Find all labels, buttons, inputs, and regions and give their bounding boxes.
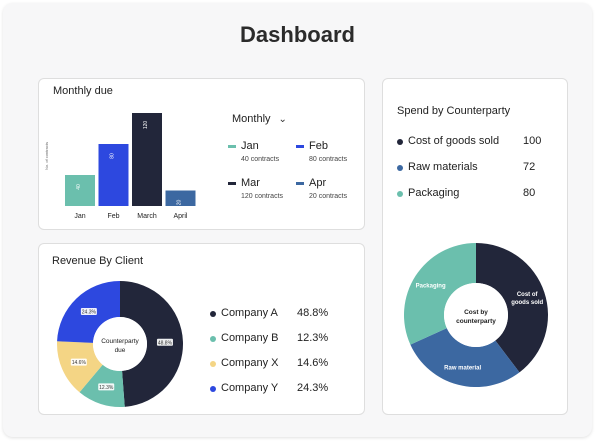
x-tick-label: March <box>137 213 157 220</box>
revenue-by-client-title: Revenue By Client <box>52 255 144 267</box>
legend-swatch <box>296 182 304 185</box>
slice-name-label: Cost of <box>517 292 539 298</box>
x-tick-label: Jan <box>74 213 85 220</box>
monthly-due-title: Monthly due <box>53 85 113 97</box>
client-name: Company A <box>221 307 278 319</box>
bar-value-label: 20 <box>177 200 183 206</box>
legend-swatch <box>228 145 236 148</box>
bar-value-label: 80 <box>110 153 116 159</box>
client-pct: 48.8% <box>297 307 329 319</box>
spend-name: Raw materials <box>408 161 478 173</box>
bar <box>165 190 196 206</box>
slice-name-label: goods sold <box>511 300 543 306</box>
donut-slice <box>476 243 549 373</box>
donut-slice <box>57 341 103 393</box>
legend-swatch <box>296 145 304 148</box>
legend-sublabel: 120 contracts <box>241 193 284 200</box>
slice-label-bg <box>156 338 173 346</box>
legend-dot <box>210 336 216 342</box>
client-pct: 24.3% <box>297 382 329 394</box>
donut-center <box>444 283 508 347</box>
legend-swatch <box>228 182 236 185</box>
bar <box>132 113 162 206</box>
legend-dot <box>210 361 216 367</box>
donut-center <box>93 317 147 371</box>
x-tick-label: Feb <box>107 213 119 220</box>
donut-center-label: due <box>115 347 126 354</box>
donut-center-label: counterparty <box>456 318 496 325</box>
slice-label-bg <box>98 383 115 391</box>
legend-label: Feb <box>309 140 328 152</box>
client-name: Company X <box>221 357 279 369</box>
slice-label-bg <box>80 307 97 315</box>
legend-sublabel: 80 contracts <box>309 156 348 163</box>
bar <box>65 175 95 206</box>
legend-label: Apr <box>309 177 327 189</box>
donut-center-label: Counterparty <box>101 338 139 345</box>
x-tick-label: April <box>173 213 187 220</box>
client-name: Company Y <box>221 382 279 394</box>
client-name: Company B <box>221 332 279 344</box>
period-dropdown[interactable]: Monthly ⌄ <box>232 113 287 125</box>
client-pct: 12.3% <box>297 332 329 344</box>
chevron-down-icon: ⌄ <box>278 114 287 125</box>
slice-label-bg <box>70 358 87 366</box>
spend-value: 72 <box>523 161 536 173</box>
spend-value: 80 <box>523 187 536 199</box>
period-dropdown-label: Monthly <box>232 113 271 125</box>
legend-label: Mar <box>241 177 260 189</box>
spend-name: Packaging <box>408 187 460 199</box>
slice-name-label: Raw material <box>444 365 481 371</box>
legend-dot <box>397 191 403 197</box>
slice-pct-label: 24.3% <box>82 309 97 315</box>
slice-name-label: Packaging <box>416 284 446 290</box>
spend-name: Cost of goods sold <box>408 135 500 147</box>
bar <box>98 144 129 206</box>
spend-by-counterparty-title: Spend by Counterparty <box>397 105 511 117</box>
page-title: Dashboard <box>240 22 355 47</box>
slice-pct-label: 48.8% <box>158 340 173 346</box>
client-pct: 14.6% <box>297 357 329 369</box>
legend-dot <box>397 165 403 171</box>
legend-dot <box>210 311 216 317</box>
legend-dot <box>210 386 216 392</box>
slice-pct-label: 14.6% <box>72 360 87 366</box>
bar-value-label: 40 <box>76 184 82 190</box>
donut-slice <box>404 243 476 345</box>
slice-pct-label: 12.3% <box>99 385 114 391</box>
bar-value-label: 120 <box>143 121 149 130</box>
legend-sublabel: 40 contracts <box>241 156 280 163</box>
spend-value: 100 <box>523 135 542 147</box>
legend-label: Jan <box>241 140 259 152</box>
legend-dot <box>397 139 403 145</box>
donut-center-label: Cost by <box>464 309 488 316</box>
legend-sublabel: 20 contracts <box>309 193 348 200</box>
donut-slice <box>410 328 520 387</box>
donut-slice <box>120 281 184 407</box>
